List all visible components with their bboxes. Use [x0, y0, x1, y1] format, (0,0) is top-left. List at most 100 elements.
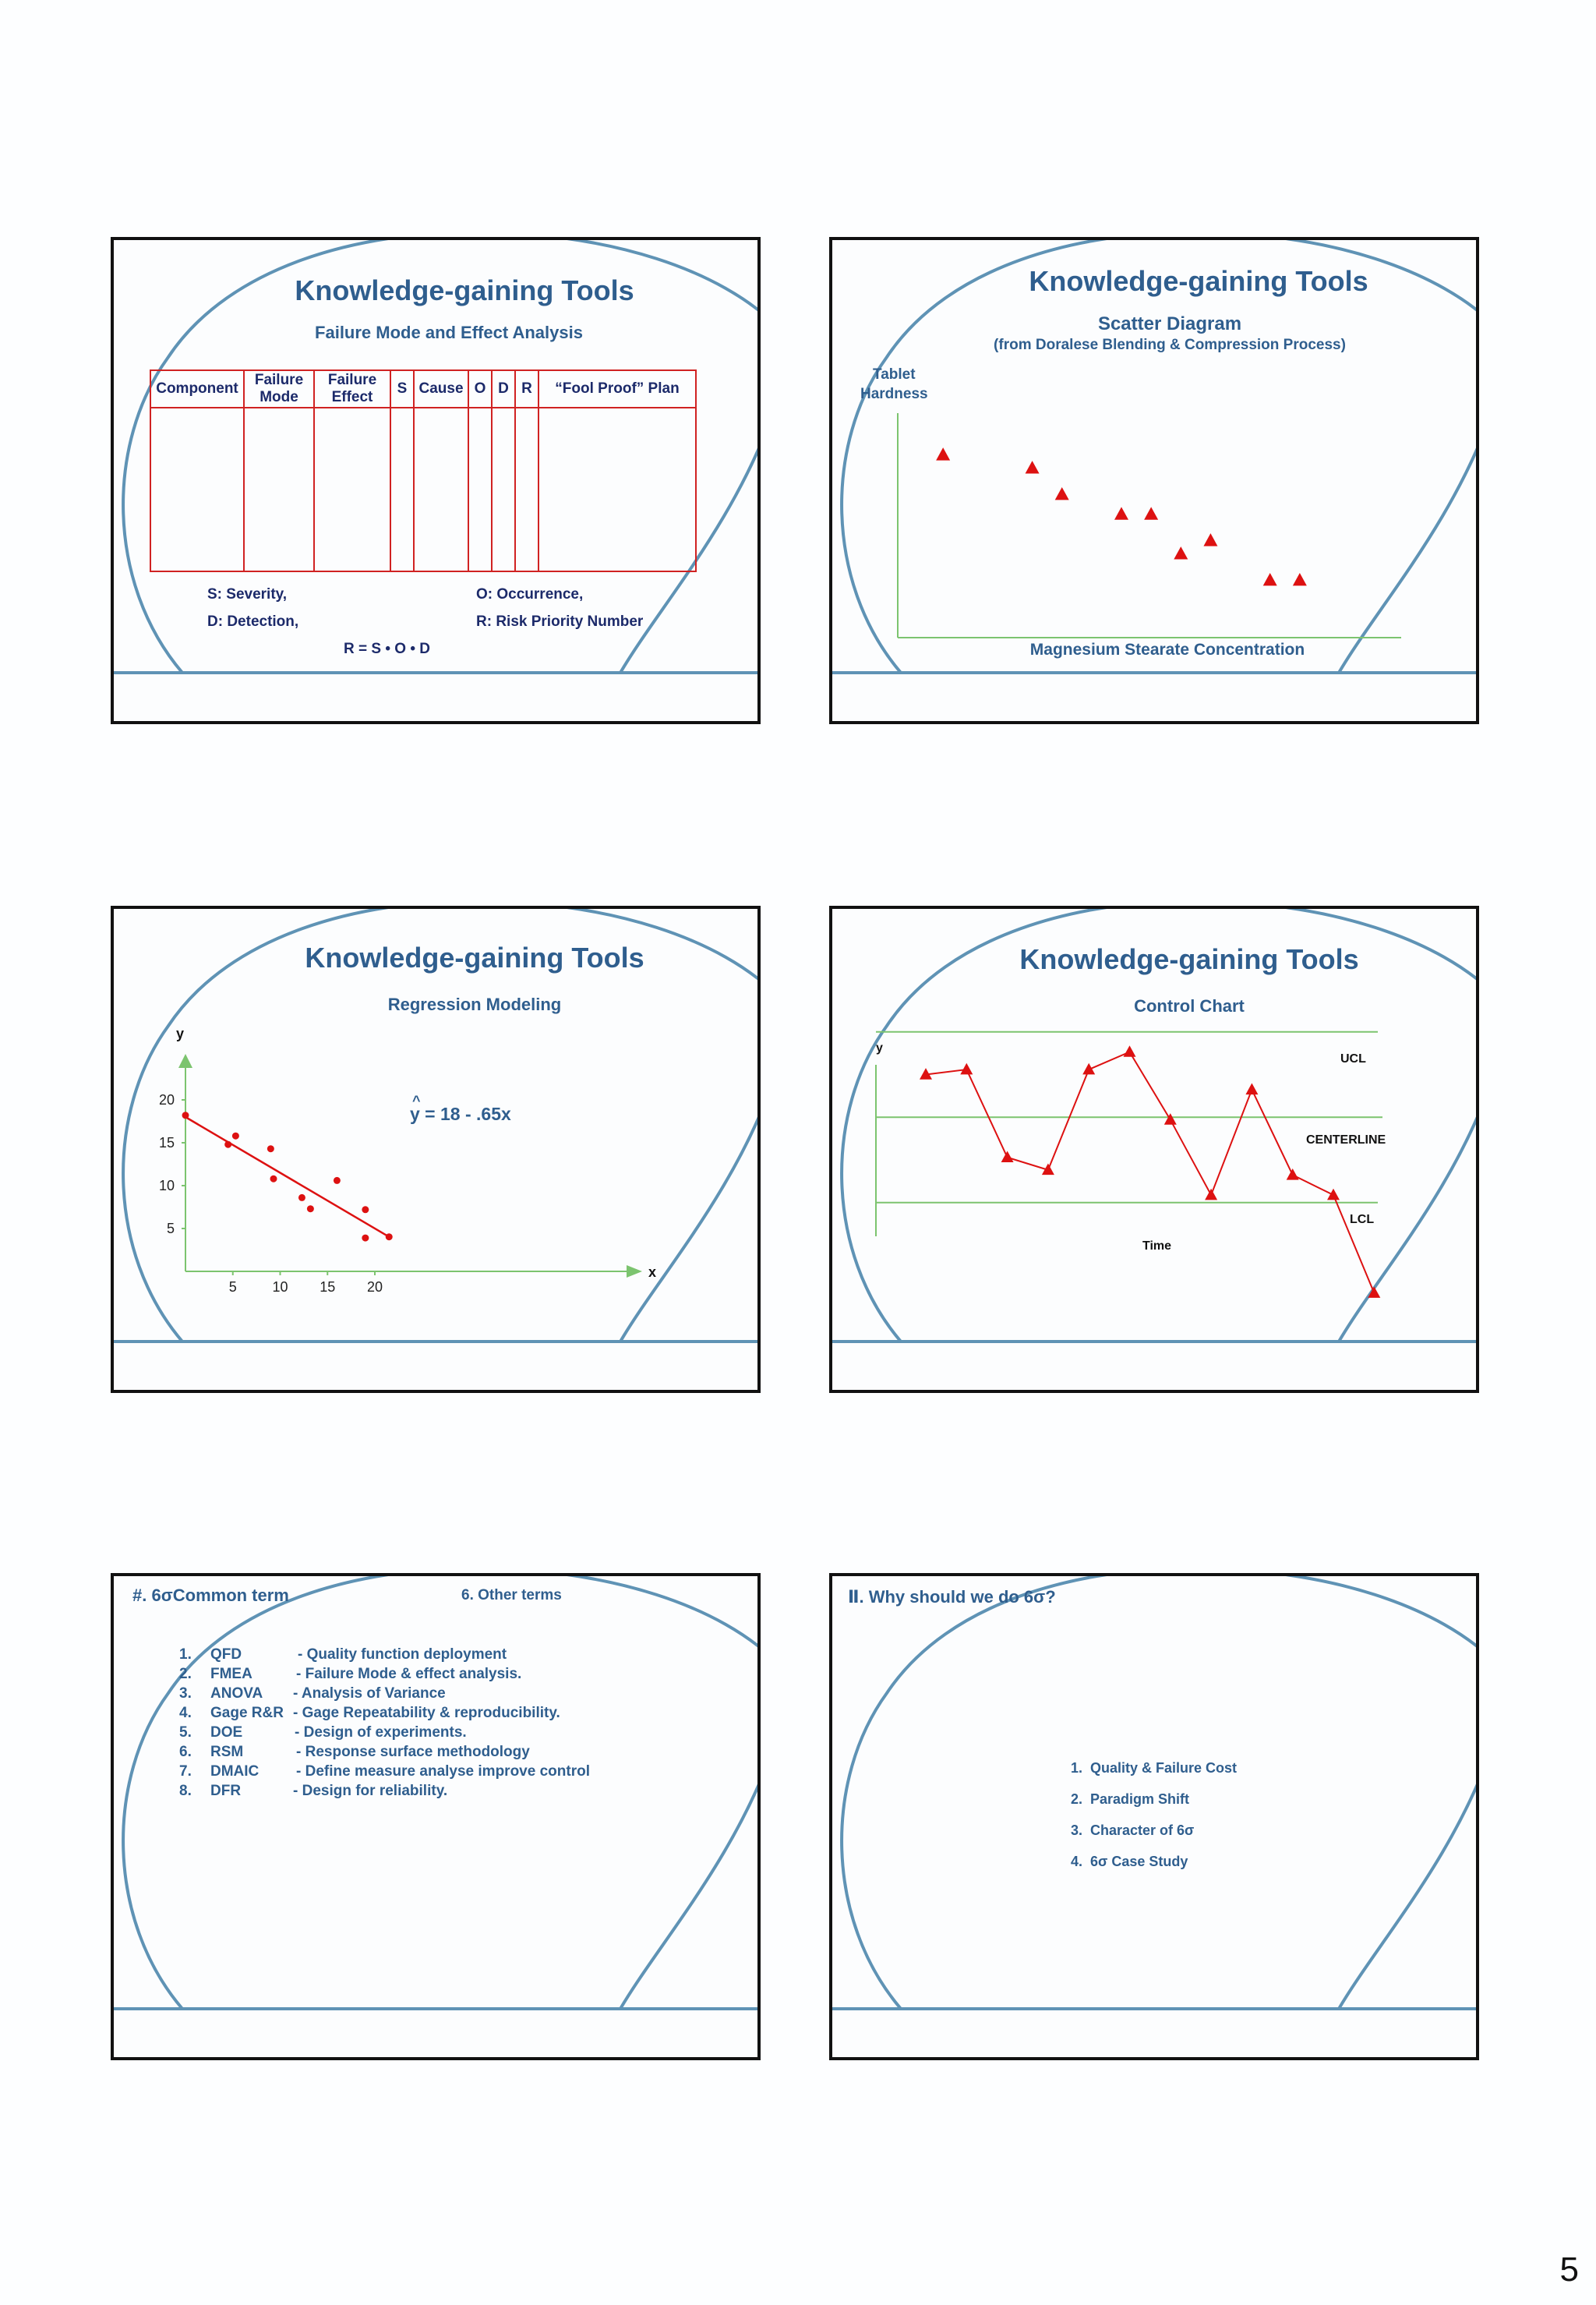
ucl-label: UCL [1340, 1052, 1366, 1066]
data-point [231, 1132, 239, 1140]
x-tick-label: 10 [272, 1279, 288, 1295]
y-axis-label-line1: Tablet [873, 366, 916, 383]
agenda-item: 4. 6σ Case Study [1071, 1854, 1188, 1869]
scatter-point [1262, 572, 1277, 586]
data-point [362, 1234, 369, 1242]
scatter-point [1174, 546, 1188, 560]
lcl-label: LCL [1350, 1213, 1375, 1226]
term-row: 6. RSM - Response surface methodology [179, 1744, 725, 1763]
x-tick-label: 5 [229, 1279, 237, 1295]
slide-fmea: Knowledge-gaining Tools Failure Mode and… [111, 237, 761, 724]
term-description: - Failure Mode & effect analysis. [296, 1666, 522, 1682]
term-row: 5. DOE - Design of experiments. [179, 1724, 725, 1744]
x-tick-label: 20 [367, 1279, 383, 1295]
slide-subtitle: Regression Modeling [387, 995, 562, 1014]
control-point [1163, 1113, 1177, 1125]
term-name: FMEA [210, 1666, 252, 1682]
control-point [1205, 1188, 1218, 1200]
control-point [1001, 1151, 1014, 1163]
fmea-header: R [514, 369, 539, 408]
term-number: 7. [179, 1763, 192, 1780]
term-row: 3. ANOVA - Analysis of Variance [179, 1685, 725, 1705]
term-name: DOE [210, 1724, 243, 1741]
term-number: 8. [179, 1783, 192, 1799]
control-point [1123, 1045, 1136, 1057]
control-point [1368, 1286, 1381, 1298]
regression-equation-text: y = 18 - .65x [410, 1104, 511, 1124]
scatter-point [1292, 572, 1307, 586]
term-name: RSM [210, 1744, 244, 1760]
rpn-formula: R = S • O • D [344, 641, 430, 657]
fmea-header: D [491, 369, 516, 408]
scatter-point [1144, 507, 1159, 520]
x-axis-label: Magnesium Stearate Concentration [1029, 641, 1305, 659]
term-name: ANOVA [210, 1685, 263, 1702]
fmea-table: Component Failure Mode Failure Effect S … [150, 369, 697, 572]
term-description: - Gage Repeatability & reproducibility. [293, 1705, 560, 1721]
control-point [1245, 1083, 1259, 1095]
data-point [270, 1175, 277, 1183]
y-axis-label-line2: Hardness [860, 386, 928, 402]
legend-risk-priority: R: Risk Priority Number [476, 613, 644, 630]
slide-title: Knowledge-gaining Tools [1029, 265, 1368, 297]
slide-background-arc [832, 240, 1476, 674]
y-tick-label: 20 [159, 1092, 175, 1108]
data-point [267, 1145, 274, 1153]
term-description: - Response surface methodology [296, 1744, 530, 1760]
regression-equation: ^ y = 18 - .65x [410, 1093, 511, 1125]
slide-subtitle-source: (from Doralese Blending & Compression Pr… [994, 337, 1346, 353]
term-number: 1. [179, 1646, 192, 1663]
term-row: 1. QFD - Quality function deployment [179, 1646, 725, 1666]
control-point [960, 1062, 973, 1075]
slide-why-six-sigma: Ⅱ. Why should we do 6σ? 1. Quality & Fai… [829, 1573, 1479, 2060]
legend-occurrence: O: Occurrence, [476, 586, 584, 603]
scatter-point [1114, 507, 1128, 520]
agenda-item: 1. Quality & Failure Cost [1071, 1760, 1238, 1776]
slide-title: Knowledge-gaining Tools [305, 942, 644, 974]
x-tick-label: 15 [320, 1279, 335, 1295]
term-number: 2. [179, 1666, 192, 1682]
fmea-header: “Fool Proof” Plan [538, 369, 697, 408]
agenda-item: 2. Paradigm Shift [1071, 1791, 1190, 1807]
term-description: - Quality function deployment [298, 1646, 507, 1663]
fmea-header: Cause [413, 369, 469, 408]
term-number: 6. [179, 1744, 192, 1760]
terms-list: 1. QFD - Quality function deployment 2. … [179, 1646, 725, 1802]
term-number: 4. [179, 1705, 192, 1721]
slide-title: Knowledge-gaining Tools [295, 274, 634, 306]
control-point [1327, 1188, 1340, 1200]
y-tick-label: 5 [167, 1221, 175, 1236]
y-tick-label: 10 [159, 1178, 175, 1193]
term-row: 2. FMEA - Failure Mode & effect analysis… [179, 1666, 725, 1685]
slide-background-arc [832, 909, 1476, 1343]
page-number: 5 [1559, 2250, 1579, 2289]
section-subheading: 6. Other terms [461, 1587, 562, 1603]
slide-regression: Knowledge-gaining Tools Regression Model… [111, 906, 761, 1393]
regression-chart: 5 10 15 20 5 10 15 20 [159, 1054, 642, 1295]
fmea-empty-row [150, 407, 697, 572]
slide-background-arc [114, 240, 757, 674]
y-axis-arrow-icon [178, 1054, 192, 1068]
term-row: 8. DFR - Design for reliability. [179, 1783, 725, 1802]
term-number: 5. [179, 1724, 192, 1741]
data-point [362, 1206, 369, 1214]
term-description: - Design for reliability. [293, 1783, 448, 1799]
term-description: - Define measure analyse improve control [296, 1763, 590, 1780]
y-axis-letter: y [176, 1026, 185, 1041]
slide-background-arc [114, 1576, 757, 2010]
slide-subtitle: Scatter Diagram [1097, 313, 1242, 334]
term-description: - Design of experiments. [295, 1724, 467, 1741]
slide-subtitle: Control Chart [1134, 996, 1245, 1016]
control-point [920, 1068, 932, 1080]
regression-line [185, 1115, 390, 1238]
y-axis-letter: y [876, 1041, 883, 1055]
slide-subtitle: Failure Mode and Effect Analysis [315, 323, 583, 342]
term-number: 3. [179, 1685, 192, 1702]
scatter-point [1025, 461, 1040, 474]
term-row: 4. Gage R&R - Gage Repeatability & repro… [179, 1705, 725, 1724]
legend-severity: S: Severity, [207, 586, 288, 603]
control-point [1041, 1163, 1054, 1175]
regression-endpoint [385, 1233, 393, 1241]
scatter-point [1203, 533, 1218, 546]
fmea-header: O [468, 369, 493, 408]
